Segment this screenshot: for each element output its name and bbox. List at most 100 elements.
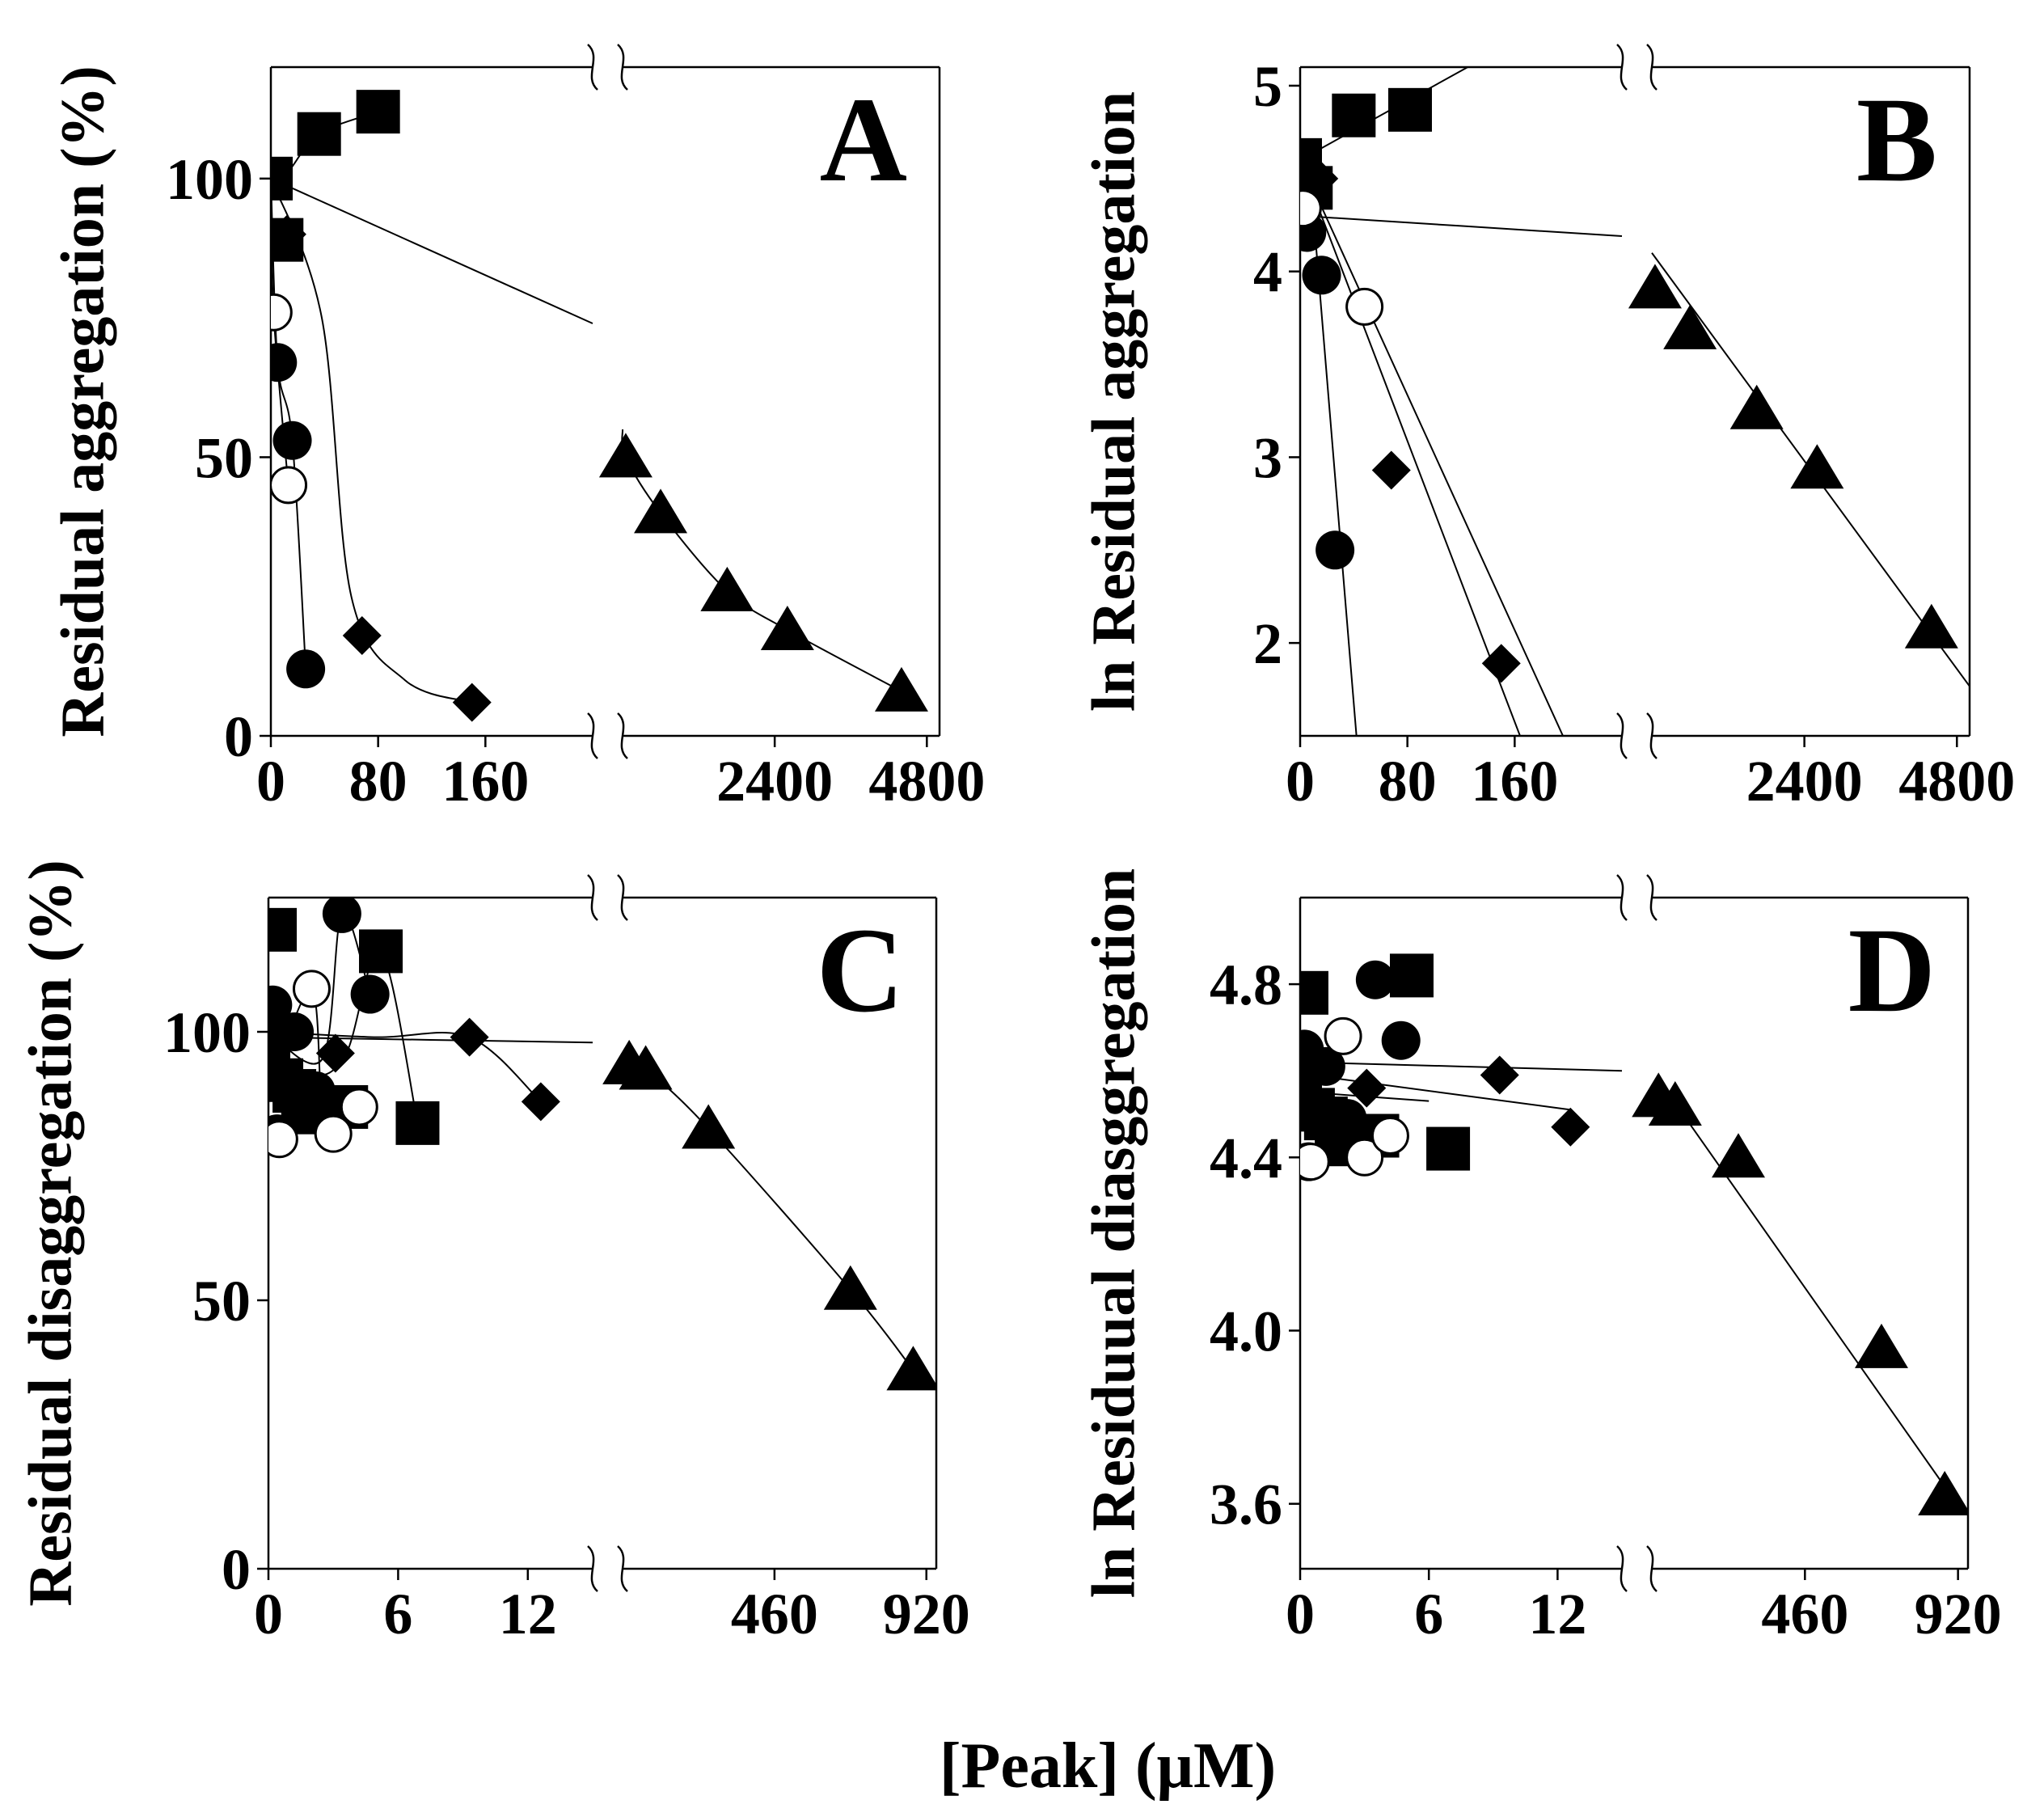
point-filled-squares [1300,970,1328,1015]
y-tick-label: 3.6 [1210,1473,1282,1537]
point-open-circles [1345,1138,1384,1177]
point-filled-triangles [634,488,688,534]
axis-break-mark [1616,44,1628,91]
y-tick-label: 4 [1253,240,1282,305]
y-tick-label: 4.4 [1210,1126,1282,1190]
axis-break-mark [1646,712,1658,759]
point-filled-squares [268,907,298,952]
fit-line [1300,67,1468,161]
point-filled-diamonds [521,1082,560,1122]
fit-line [1300,159,1564,736]
point-open-circles [1300,189,1322,228]
x-tick-label: 2400 [1746,749,1863,813]
fit-line [1300,159,1521,736]
fit-line [271,178,473,704]
point-filled-diamonds [342,615,382,655]
y-tick-label: 100 [166,147,253,212]
y-axis-title: ln Residual aggregation [1079,91,1147,712]
y-tick-label: 100 [163,1000,251,1065]
point-open-circles [1300,1143,1330,1181]
point-open-circles [268,1120,298,1159]
point-filled-squares [359,929,403,974]
axis-break-mark [587,1545,598,1592]
point-filled-diamonds [1347,1068,1387,1108]
axis-break-mark [617,44,628,91]
point-filled-triangles [619,1045,673,1090]
point-filled-circles [322,898,361,933]
point-filled-diamonds [1551,1107,1590,1147]
fit-line [268,911,371,1065]
point-filled-diamonds [1300,158,1339,198]
point-open-circles [1345,287,1384,326]
point-filled-triangles [1663,304,1717,349]
point-filled-diamonds [1371,450,1411,490]
axis-break-mark [1646,874,1658,921]
axis-break-mark [617,712,628,759]
x-tick-label: 460 [1761,1582,1848,1646]
x-tick-label: 160 [1471,749,1558,813]
reference-line [268,1036,593,1044]
x-tick-label: 2400 [716,749,833,813]
panel-letter: D [1848,903,1936,1037]
plot-area [1300,953,1968,1515]
point-filled-squares [1332,93,1376,137]
point-open-circles [340,1088,378,1126]
point-filled-circles [275,1012,315,1051]
x-tick-label: 80 [349,749,408,813]
point-filled-triangles [1904,603,1958,649]
axis-break-mark [587,44,598,91]
x-tick-label: 0 [1286,749,1315,813]
point-filled-diamonds [452,682,492,722]
axis-break-mark [587,712,598,759]
panel-letter: B [1856,73,1937,207]
point-filled-circles [1302,256,1341,295]
y-tick-label: 5 [1253,54,1282,119]
x-tick-label: 12 [1528,1582,1586,1646]
point-filled-squares [395,1101,440,1145]
point-open-circles [1370,1117,1409,1156]
point-filled-triangles [1918,1470,1968,1515]
point-filled-diamonds [271,214,306,254]
y-tick-label: 3 [1253,425,1282,490]
y-axis-title: Residual disaggregation (%) [16,860,84,1606]
point-filled-diamonds [1480,1055,1519,1095]
x-tick-label: 80 [1379,749,1437,813]
fit-line [1658,1079,1946,1487]
point-open-circles [314,1114,353,1153]
fit-line [621,429,902,692]
panel-c: 0 50 100 0 6 12 460 920 Residual disaggregation … [16,860,969,1646]
x-tick-label: 4800 [868,749,985,813]
plot-area [1300,67,1970,736]
point-filled-triangles [874,666,928,712]
point-filled-squares [1389,953,1434,998]
point-filled-triangles [886,1346,936,1391]
y-tick-label: 0 [222,1537,251,1602]
axis-break-mark [1646,1545,1658,1592]
point-filled-circles [1306,1046,1345,1086]
y-axis-title: Residual aggregation (%) [49,65,116,737]
panel-letter: A [820,73,907,207]
point-filled-triangles [598,433,652,478]
axis-break-mark [1616,1545,1628,1592]
axis-break-mark [617,1545,628,1592]
point-filled-triangles [1628,264,1682,309]
point-open-circles [292,970,331,1008]
x-tick-label: 920 [1915,1582,2002,1646]
y-tick-label: 50 [192,1269,251,1333]
axis-break-mark [1616,712,1628,759]
x-tick-label: 0 [256,749,285,813]
x-tick-label: 4800 [1898,749,2015,813]
point-filled-squares [1426,1126,1471,1171]
point-filled-circles [296,1071,336,1111]
fit-line [1312,215,1358,736]
point-filled-triangles [682,1104,736,1149]
point-filled-circles [272,420,312,460]
point-filled-circles [350,974,390,1014]
point-filled-triangles [1712,1133,1766,1178]
panel-letter: C [817,903,904,1037]
y-tick-label: 50 [195,425,253,490]
point-filled-triangles [823,1265,877,1310]
axis-break-mark [1646,44,1658,91]
point-filled-circles [1355,960,1395,999]
